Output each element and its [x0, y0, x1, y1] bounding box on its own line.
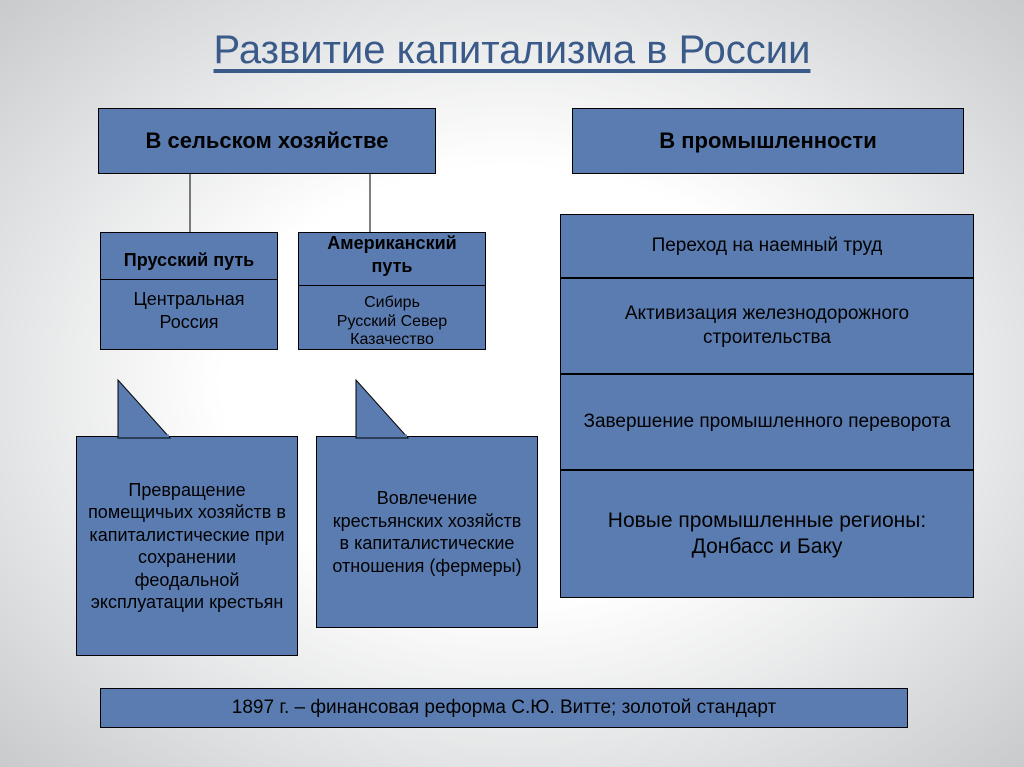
prussian-box: Прусский путь Центральная Россия [100, 232, 278, 350]
american-region: Сибирь Русский Север Казачество [299, 286, 485, 357]
agriculture-header-text: В сельском хозяйстве [145, 127, 388, 155]
american-box: Американский путь Сибирь Русский Север К… [298, 232, 486, 350]
industry-item-2: Завершение промышленного переворота [560, 374, 974, 470]
industry-header-text: В промышленности [659, 127, 876, 155]
prussian-callout-text: Превращение помещичьих хозяйств в капита… [87, 479, 287, 614]
prussian-title: Прусский путь [101, 241, 277, 281]
prussian-callout: Превращение помещичьих хозяйств в капита… [76, 436, 298, 656]
american-title: Американский путь [299, 224, 485, 286]
industry-item-0-text: Переход на наемный труд [652, 234, 883, 258]
industry-item-2-text: Завершение промышленного переворота [584, 410, 951, 434]
prussian-region: Центральная Россия [101, 280, 277, 341]
page-title: Развитие капитализма в России [0, 0, 1024, 73]
industry-item-1-text: Активизация железнодорожного строительст… [571, 302, 963, 350]
industry-item-0: Переход на наемный труд [560, 214, 974, 278]
american-callout: Вовлечение крестьянских хозяйств в капит… [316, 436, 538, 628]
industry-item-1: Активизация железнодорожного строительст… [560, 278, 974, 374]
agriculture-header: В сельском хозяйстве [98, 108, 436, 174]
footer-box: 1897 г. – финансовая реформа С.Ю. Витте;… [100, 688, 908, 728]
industry-header: В промышленности [572, 108, 964, 174]
industry-item-3-text: Новые промышленные регионы: Донбасс и Ба… [608, 508, 926, 561]
american-callout-text: Вовлечение крестьянских хозяйств в капит… [327, 487, 527, 577]
industry-item-3: Новые промышленные регионы: Донбасс и Ба… [560, 470, 974, 598]
footer-text: 1897 г. – финансовая реформа С.Ю. Витте;… [232, 696, 776, 720]
